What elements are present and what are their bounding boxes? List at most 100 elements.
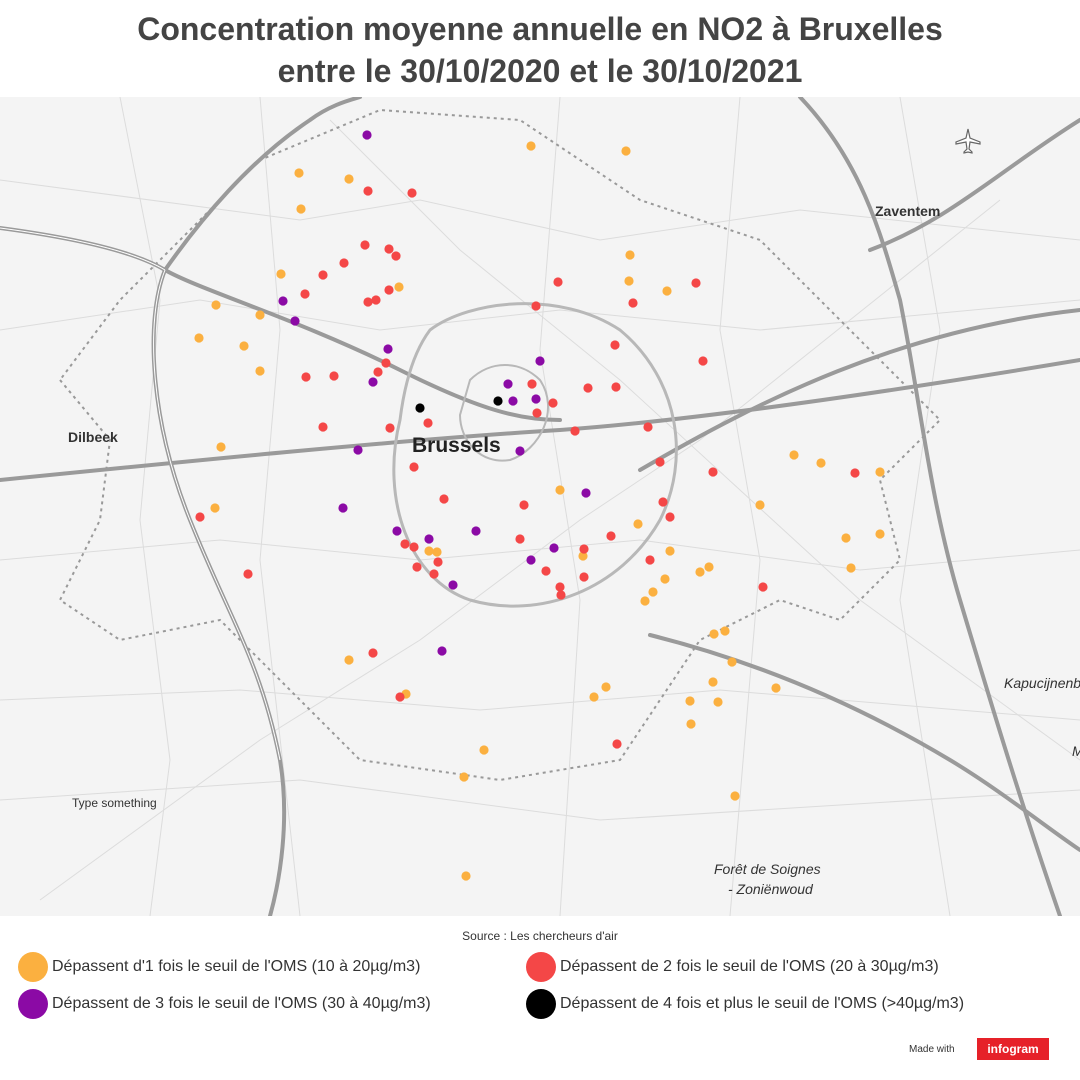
station-marker-red[interactable]: [384, 244, 394, 254]
station-marker-orange[interactable]: [621, 146, 631, 156]
station-marker-red[interactable]: [579, 544, 589, 554]
station-marker-orange[interactable]: [633, 519, 643, 529]
station-marker-red[interactable]: [384, 285, 394, 295]
station-marker-orange[interactable]: [344, 655, 354, 665]
station-marker-red[interactable]: [612, 739, 622, 749]
station-marker-orange[interactable]: [589, 692, 599, 702]
station-marker-purple[interactable]: [392, 526, 402, 536]
station-marker-orange[interactable]: [624, 276, 634, 286]
station-marker-red[interactable]: [556, 590, 566, 600]
station-marker-red[interactable]: [691, 278, 701, 288]
station-marker-red[interactable]: [429, 569, 439, 579]
station-marker-purple[interactable]: [581, 488, 591, 498]
station-marker-red[interactable]: [658, 497, 668, 507]
station-marker-orange[interactable]: [194, 333, 204, 343]
station-marker-red[interactable]: [381, 358, 391, 368]
station-marker-red[interactable]: [611, 382, 621, 392]
station-marker-orange[interactable]: [255, 366, 265, 376]
station-marker-orange[interactable]: [662, 286, 672, 296]
station-marker-orange[interactable]: [210, 503, 220, 513]
station-marker-orange[interactable]: [875, 467, 885, 477]
station-marker-orange[interactable]: [789, 450, 799, 460]
station-marker-orange[interactable]: [216, 442, 226, 452]
station-marker-purple[interactable]: [424, 534, 434, 544]
station-marker-purple[interactable]: [368, 377, 378, 387]
station-marker-red[interactable]: [643, 422, 653, 432]
station-marker-orange[interactable]: [755, 500, 765, 510]
station-marker-red[interactable]: [423, 418, 433, 428]
station-marker-orange[interactable]: [578, 551, 588, 561]
station-marker-orange[interactable]: [424, 546, 434, 556]
station-marker-orange[interactable]: [648, 587, 658, 597]
station-marker-orange[interactable]: [555, 485, 565, 495]
station-marker-red[interactable]: [850, 468, 860, 478]
station-marker-orange[interactable]: [461, 871, 471, 881]
station-marker-orange[interactable]: [526, 141, 536, 151]
station-marker-orange[interactable]: [709, 629, 719, 639]
station-marker-orange[interactable]: [665, 546, 675, 556]
station-marker-purple[interactable]: [278, 296, 288, 306]
station-marker-purple[interactable]: [508, 396, 518, 406]
station-marker-red[interactable]: [301, 372, 311, 382]
station-marker-red[interactable]: [541, 566, 551, 576]
station-marker-red[interactable]: [391, 251, 401, 261]
station-marker-red[interactable]: [243, 569, 253, 579]
infogram-logo[interactable]: infogram: [977, 1038, 1049, 1060]
station-marker-red[interactable]: [548, 398, 558, 408]
station-marker-red[interactable]: [373, 367, 383, 377]
station-marker-red[interactable]: [610, 340, 620, 350]
station-marker-red[interactable]: [395, 692, 405, 702]
station-marker-orange[interactable]: [727, 657, 737, 667]
station-marker-red[interactable]: [329, 371, 339, 381]
station-marker-red[interactable]: [363, 297, 373, 307]
station-marker-red[interactable]: [519, 500, 529, 510]
station-marker-orange[interactable]: [296, 204, 306, 214]
station-marker-orange[interactable]: [601, 682, 611, 692]
station-marker-red[interactable]: [400, 539, 410, 549]
station-marker-orange[interactable]: [695, 567, 705, 577]
station-marker-red[interactable]: [606, 531, 616, 541]
station-marker-purple[interactable]: [531, 394, 541, 404]
station-marker-red[interactable]: [708, 467, 718, 477]
station-marker-black[interactable]: [493, 396, 503, 406]
station-marker-purple[interactable]: [535, 356, 545, 366]
station-marker-orange[interactable]: [730, 791, 740, 801]
station-marker-orange[interactable]: [394, 282, 404, 292]
station-marker-red[interactable]: [665, 512, 675, 522]
station-marker-red[interactable]: [195, 512, 205, 522]
station-marker-orange[interactable]: [276, 269, 286, 279]
station-marker-red[interactable]: [570, 426, 580, 436]
station-marker-orange[interactable]: [660, 574, 670, 584]
station-marker-red[interactable]: [300, 289, 310, 299]
label-type-something[interactable]: Type something: [72, 796, 157, 810]
station-marker-red[interactable]: [371, 295, 381, 305]
station-marker-red[interactable]: [318, 422, 328, 432]
station-marker-orange[interactable]: [686, 719, 696, 729]
station-marker-orange[interactable]: [479, 745, 489, 755]
station-marker-orange[interactable]: [708, 677, 718, 687]
station-marker-orange[interactable]: [816, 458, 826, 468]
station-marker-red[interactable]: [515, 534, 525, 544]
station-marker-red[interactable]: [645, 555, 655, 565]
station-marker-purple[interactable]: [471, 526, 481, 536]
station-marker-orange[interactable]: [685, 696, 695, 706]
station-marker-orange[interactable]: [255, 310, 265, 320]
station-marker-orange[interactable]: [344, 174, 354, 184]
station-marker-red[interactable]: [368, 648, 378, 658]
station-marker-orange[interactable]: [239, 341, 249, 351]
station-marker-red[interactable]: [385, 423, 395, 433]
station-marker-orange[interactable]: [713, 697, 723, 707]
station-marker-red[interactable]: [555, 582, 565, 592]
station-marker-orange[interactable]: [211, 300, 221, 310]
station-marker-red[interactable]: [360, 240, 370, 250]
station-marker-red[interactable]: [579, 572, 589, 582]
station-marker-red[interactable]: [433, 557, 443, 567]
station-marker-red[interactable]: [409, 542, 419, 552]
station-marker-black[interactable]: [415, 403, 425, 413]
station-marker-purple[interactable]: [526, 555, 536, 565]
station-marker-purple[interactable]: [437, 646, 447, 656]
station-marker-red[interactable]: [628, 298, 638, 308]
station-marker-purple[interactable]: [338, 503, 348, 513]
station-marker-red[interactable]: [758, 582, 768, 592]
station-marker-orange[interactable]: [720, 626, 730, 636]
